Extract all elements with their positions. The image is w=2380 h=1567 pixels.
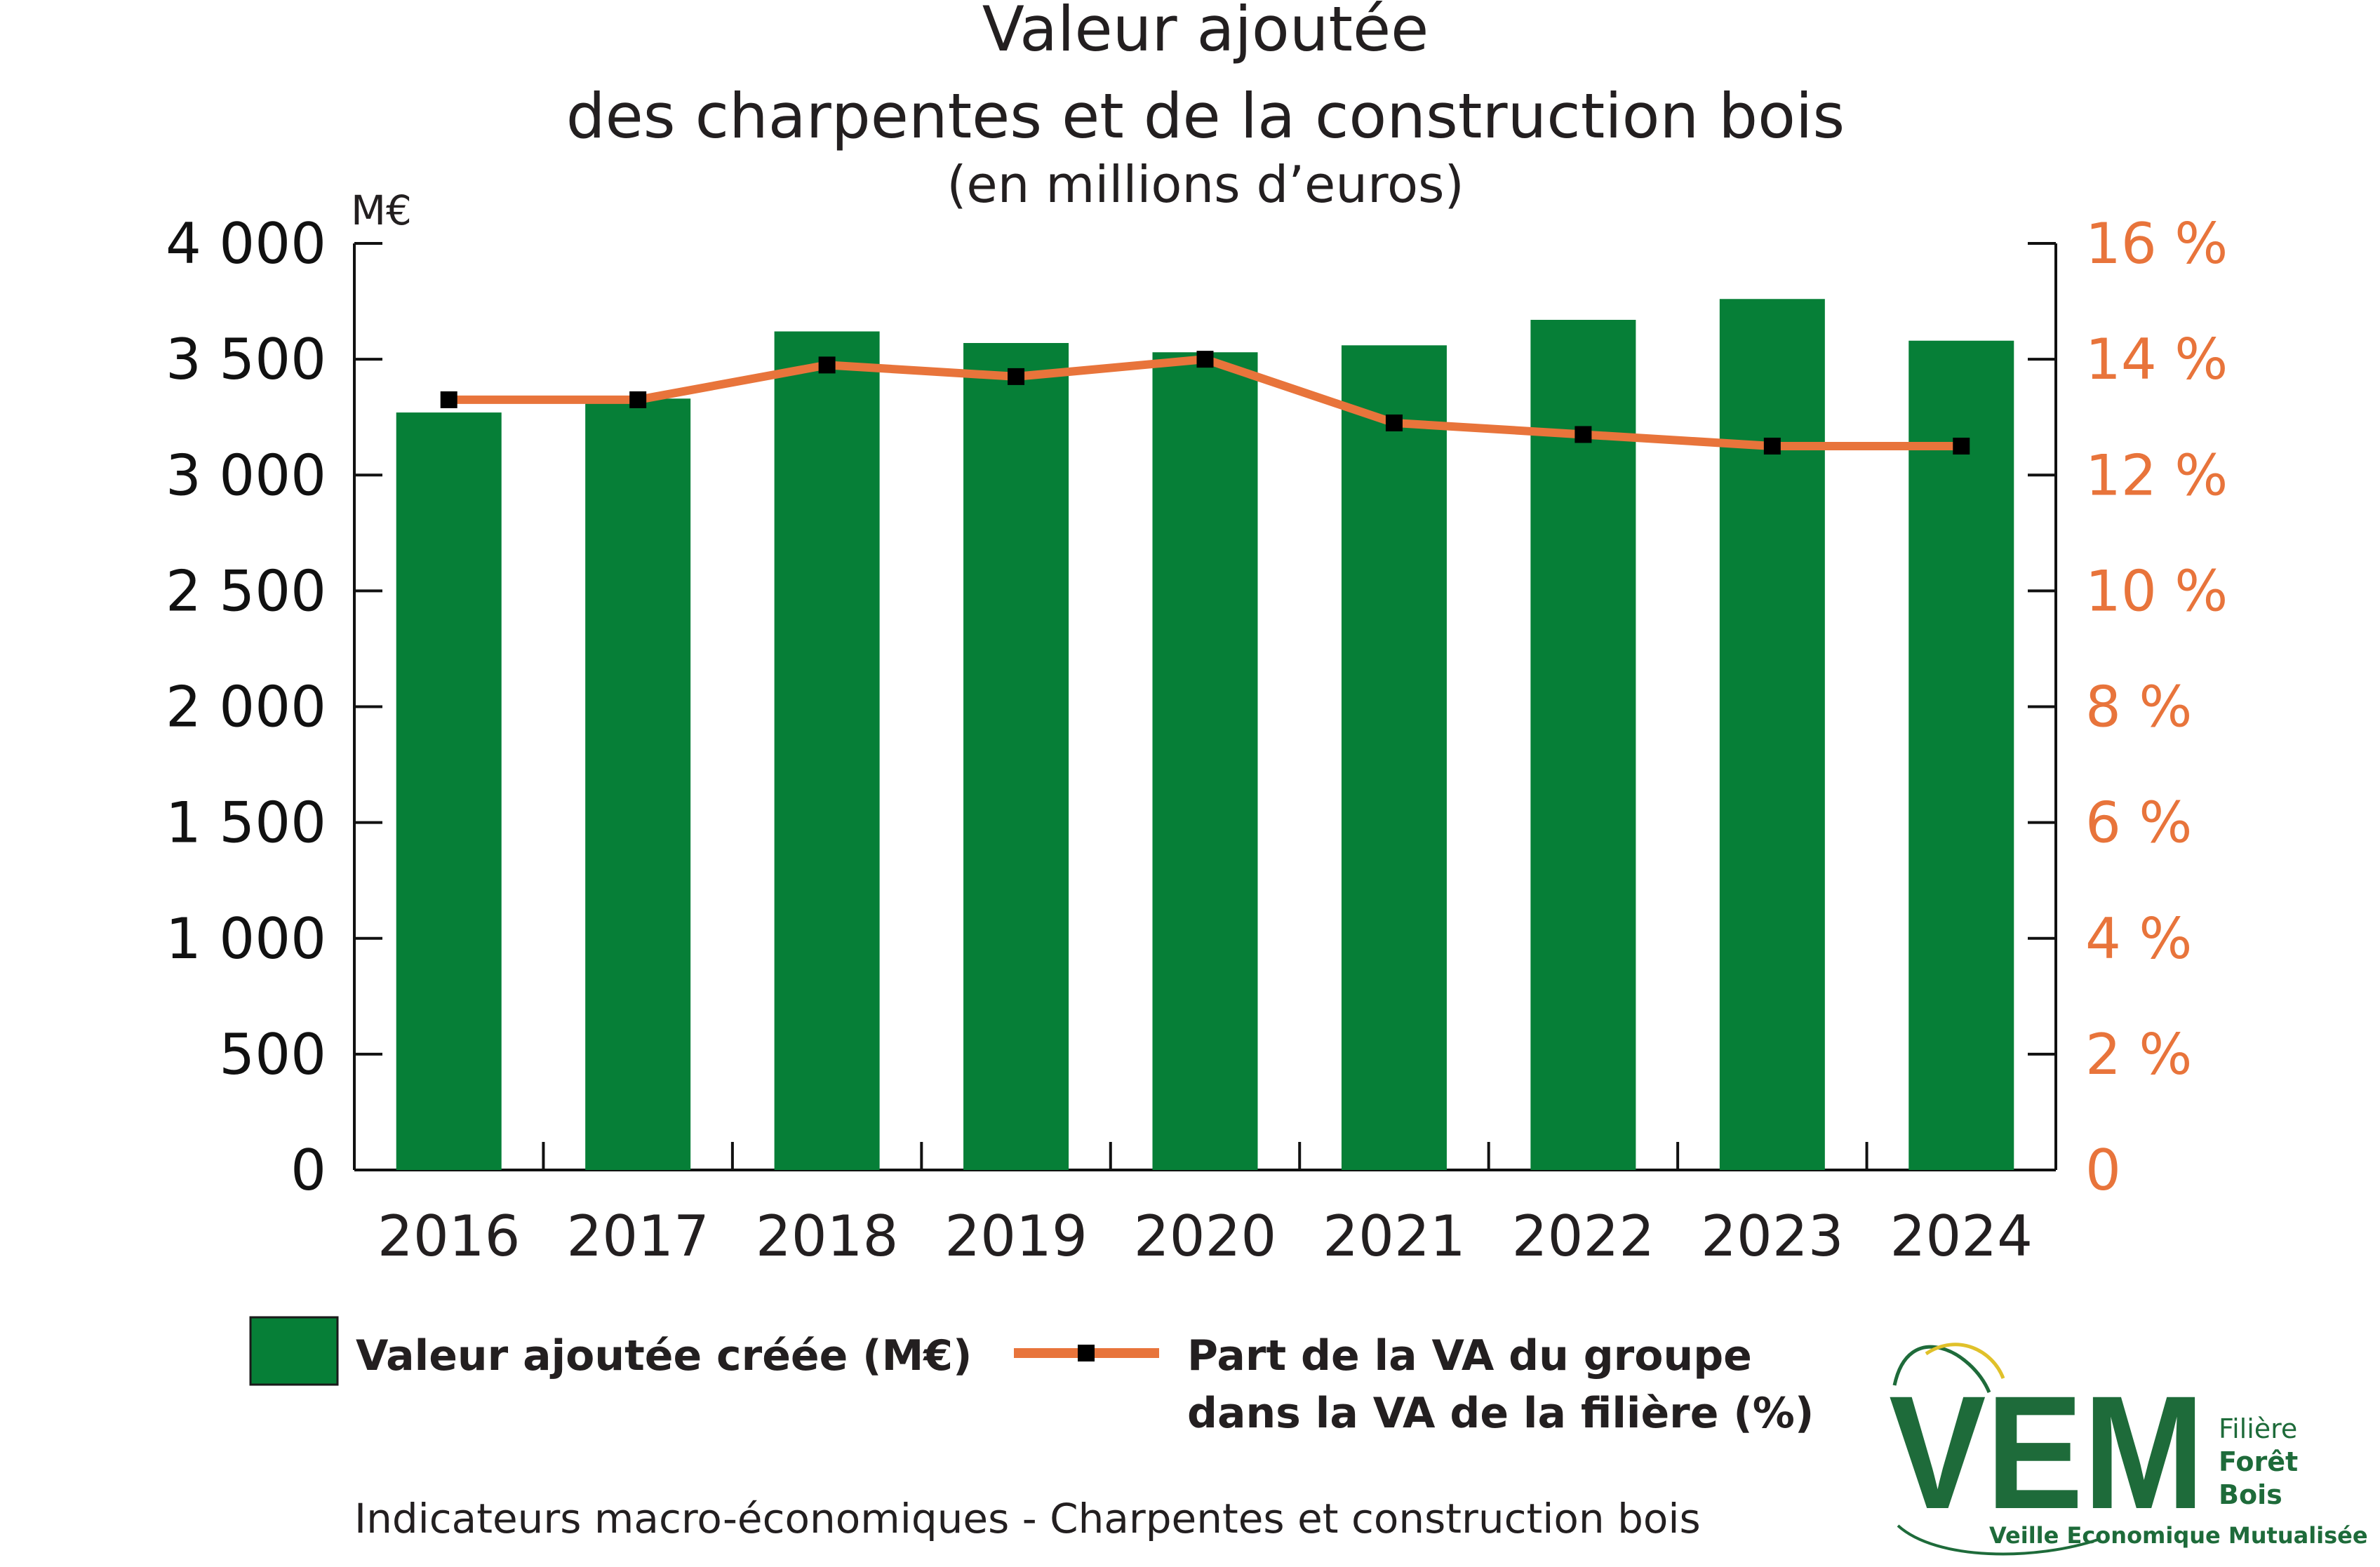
left-tick-label: 3 500 (166, 327, 326, 392)
logo-letters: VEM (1889, 1362, 2205, 1542)
x-axis-ticks: 2016 2017 2018 2019 2020 2021 2022 2023 2024 (377, 1142, 2033, 1269)
x-tick-label: 2022 (1512, 1204, 1655, 1269)
right-tick-label: 10 % (2085, 558, 2228, 624)
left-tick-label: 1 500 (166, 791, 326, 856)
bar-2017 (585, 398, 691, 1170)
bar-2023 (1719, 299, 1825, 1170)
x-tick-label: 2016 (377, 1204, 521, 1269)
left-tick-label: 1 000 (166, 906, 326, 971)
legend-bar-label: Valeur ajoutée créée (M€) (356, 1331, 972, 1380)
logo-line3: Bois (2219, 1479, 2282, 1510)
logo-line2: Forêt (2219, 1446, 2298, 1477)
footer-text: Indicateurs macro-économiques - Charpent… (354, 1495, 1701, 1542)
left-axis-ticks: 0 500 1 000 1 500 2 000 2 500 3 000 3 500 4 000 (166, 211, 382, 1203)
chart-title-line2: des charpentes et de la construction boi… (566, 80, 1845, 152)
logo-arc-yellow (1925, 1343, 2005, 1379)
x-tick-label: 2024 (1890, 1204, 2033, 1269)
right-tick-label: 16 % (2085, 211, 2228, 276)
right-tick-label: 14 % (2085, 327, 2228, 392)
chart-subtitle: (en millions d’euros) (947, 155, 1464, 214)
x-tick-label: 2019 (944, 1204, 1088, 1269)
logo-line1: Filière (2219, 1413, 2297, 1444)
bar-2016 (396, 412, 502, 1170)
right-tick-label: 8 % (2085, 675, 2192, 740)
bar-series (396, 299, 2014, 1171)
bar-2022 (1530, 319, 1636, 1170)
left-tick-label: 500 (219, 1022, 326, 1087)
x-tick-label: 2020 (1134, 1204, 1277, 1269)
left-tick-label: 0 (290, 1138, 326, 1203)
x-tick-label: 2021 (1323, 1204, 1466, 1269)
line-point-2023 (1763, 437, 1781, 455)
line-point-2020 (1196, 351, 1214, 368)
right-tick-label: 0 (2085, 1138, 2121, 1203)
bar-2018 (774, 331, 880, 1170)
line-point-2018 (818, 356, 836, 374)
x-tick-label: 2018 (756, 1204, 899, 1269)
left-tick-label: 2 000 (166, 675, 326, 740)
legend-line-label-2: dans la VA de la filière (%) (1187, 1389, 1814, 1438)
bar-2024 (1908, 340, 2014, 1171)
line-point-2016 (440, 391, 457, 408)
line-series (440, 351, 1970, 455)
right-tick-label: 2 % (2085, 1022, 2192, 1087)
right-tick-label: 4 % (2085, 906, 2192, 971)
x-tick-label: 2017 (566, 1204, 709, 1269)
right-tick-label: 6 % (2085, 791, 2192, 856)
line-point-2024 (1953, 437, 1970, 455)
right-axis-ticks: 0 2 % 4 % 6 % 8 % 10 % 12 % 14 % 16 % (2028, 211, 2228, 1203)
chart-title: Valeur ajoutée (982, 0, 1429, 65)
vem-logo: VEM Filière Forêt Bois Veille Economique… (1889, 1343, 2368, 1556)
logo-tagline: Veille Economique Mutualisée (1989, 1522, 2368, 1549)
logo-arc-bottom (1897, 1524, 2099, 1556)
legend: Valeur ajoutée créée (M€) Part de la VA … (249, 1316, 1814, 1438)
line-point-2019 (1008, 368, 1025, 385)
legend-line-label-1: Part de la VA du groupe (1187, 1331, 1752, 1380)
line-point-2022 (1575, 426, 1592, 443)
bar-2021 (1341, 345, 1447, 1170)
legend-line-marker (1078, 1345, 1095, 1361)
line-point-2017 (629, 391, 647, 408)
line-point-2021 (1385, 414, 1403, 431)
y-unit-label: M€ (351, 187, 412, 234)
bar-2019 (963, 343, 1069, 1170)
right-tick-label: 12 % (2085, 443, 2228, 508)
left-tick-label: 3 000 (166, 443, 326, 508)
left-tick-label: 4 000 (166, 211, 326, 276)
legend-bar-swatch (249, 1316, 339, 1386)
x-tick-label: 2023 (1701, 1204, 1844, 1269)
bar-2020 (1152, 352, 1258, 1170)
left-tick-label: 2 500 (166, 558, 326, 624)
